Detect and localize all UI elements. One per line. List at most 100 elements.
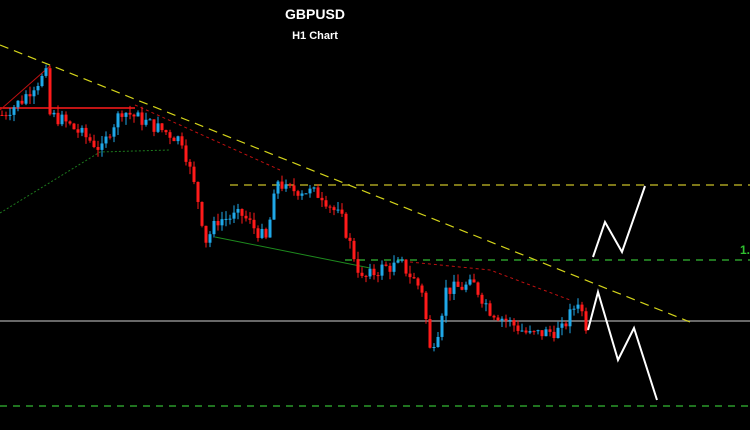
candle-body [296, 191, 300, 196]
candle-body [368, 268, 372, 277]
red-dotted-line-2 [409, 261, 571, 301]
candle-body [324, 200, 328, 207]
bullish-scenario-path [592, 185, 646, 258]
candle-body [84, 127, 88, 138]
candle-body [240, 208, 244, 216]
candle-body [72, 123, 76, 130]
red-rising-line [0, 65, 51, 111]
candle-body [520, 330, 524, 332]
candle-body [472, 279, 476, 283]
candle-body [560, 323, 564, 328]
candle-body [20, 100, 24, 104]
candle-body [52, 112, 56, 115]
candle-body [356, 259, 360, 273]
candle-body [168, 132, 172, 138]
red-dotted-line-1 [134, 104, 281, 171]
candle-body [364, 275, 368, 277]
candle-body [44, 68, 48, 76]
candle-body [28, 94, 32, 97]
candle-body [436, 336, 440, 347]
candle-body [196, 181, 200, 202]
level-label: 1. [740, 243, 750, 257]
candle-body [504, 318, 508, 321]
candle-body [248, 218, 252, 220]
candle-body [392, 262, 396, 272]
candle-body [100, 143, 104, 150]
candle-body [360, 272, 364, 276]
candle-body [400, 259, 404, 261]
candle-body [192, 166, 196, 182]
candle-body [152, 119, 156, 132]
candle-body [4, 115, 8, 117]
candle-body [516, 325, 520, 331]
candle-body [68, 121, 72, 124]
candle-body [112, 127, 116, 137]
candle-body [120, 113, 124, 117]
candle-body [536, 330, 540, 332]
candle-body [8, 114, 12, 116]
candle-body [160, 123, 164, 131]
candle-body [232, 212, 236, 219]
candle-body [164, 130, 168, 133]
candle-body [128, 112, 132, 115]
candle-body [12, 107, 16, 115]
candle-body [548, 329, 552, 332]
candle-body [144, 119, 148, 125]
candle-body [212, 220, 216, 235]
candle-body [408, 273, 412, 278]
candle-body [300, 193, 304, 196]
candle-body [236, 208, 240, 213]
candle-body [124, 112, 128, 117]
candle-body [224, 218, 228, 220]
candle-body [532, 331, 536, 333]
candle-body [476, 282, 480, 295]
candle-body [256, 228, 260, 238]
candle-body [244, 215, 248, 219]
candle-body [444, 287, 448, 316]
candle-body [280, 181, 284, 189]
candle-body [204, 225, 208, 243]
candle-body [344, 213, 348, 238]
candle-body [312, 187, 316, 189]
candle-body [88, 137, 92, 141]
descending-trendline [0, 44, 691, 323]
candle-body [268, 219, 272, 238]
candle-body [572, 308, 576, 310]
candle-body [16, 100, 20, 108]
candle-body [440, 315, 444, 337]
candle-body [180, 136, 184, 146]
candle-body [140, 112, 144, 125]
candle-body [0, 115, 4, 116]
candle-body [332, 207, 336, 211]
candle-body [116, 113, 120, 128]
candle-body [32, 90, 36, 97]
candle-body [580, 304, 584, 312]
candle-body [352, 240, 356, 260]
candle-body [496, 317, 500, 321]
candle-body [568, 309, 572, 327]
candle-body [284, 184, 288, 189]
candle-body [304, 193, 308, 195]
candle-body [528, 331, 532, 333]
candle-body [200, 201, 204, 226]
candle-body [188, 161, 192, 167]
candle-body [524, 330, 528, 333]
candle-body [556, 327, 560, 339]
candle-body [320, 197, 324, 201]
candle-body [184, 145, 188, 162]
candle-body [288, 184, 292, 186]
candle-body [380, 264, 384, 276]
candle-body [260, 228, 264, 238]
candle-body [340, 209, 344, 214]
candle-body [132, 114, 136, 117]
chart-subtitle: H1 Chart [292, 30, 338, 42]
candle-body [220, 219, 224, 226]
candle-body [420, 285, 424, 293]
candle-body [412, 277, 416, 279]
candle-body [384, 264, 388, 266]
candle-body [48, 68, 52, 115]
candle-body [456, 281, 460, 287]
candle-body [176, 136, 180, 142]
candle-body [76, 129, 80, 133]
